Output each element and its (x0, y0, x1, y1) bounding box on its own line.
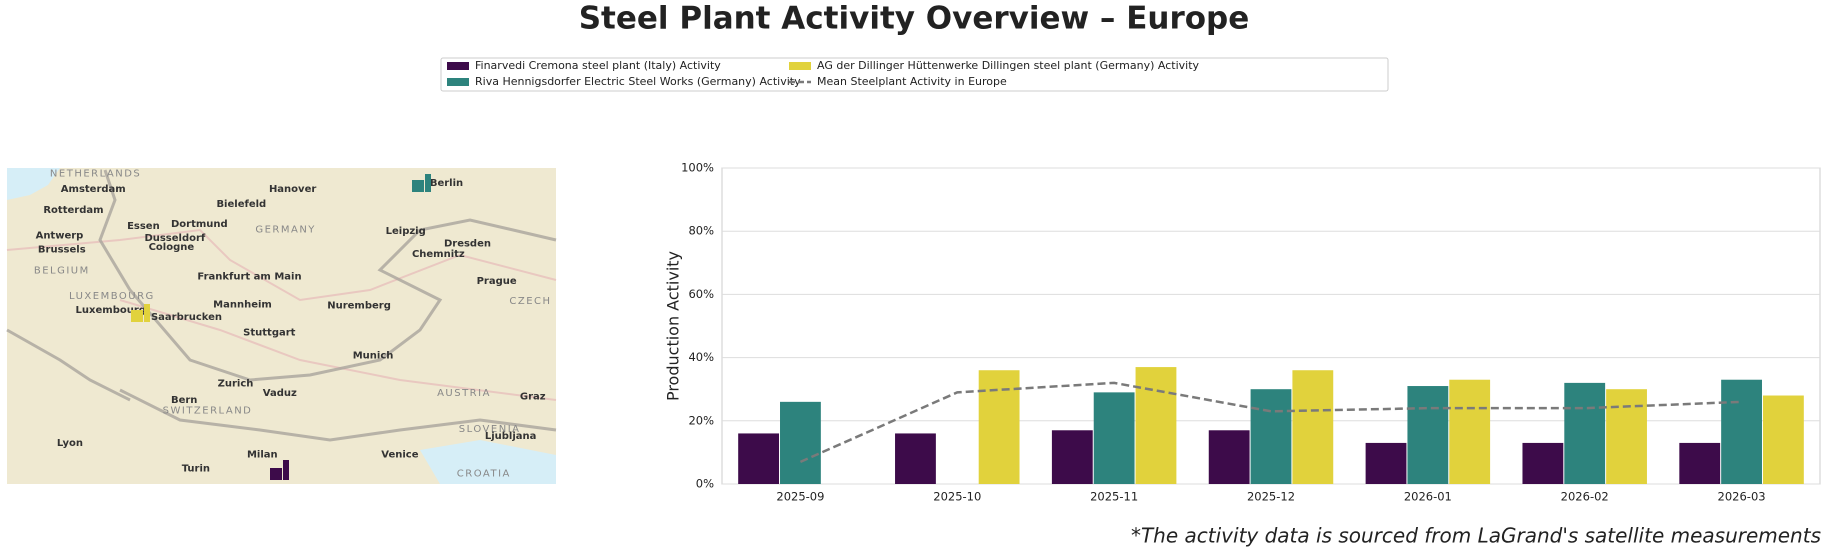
x-tick-label: 2025-09 (776, 490, 824, 504)
mean-line (799, 381, 1742, 464)
bar (1522, 442, 1564, 484)
map-label: Ljubljana (485, 431, 537, 442)
map-label: Essen (127, 221, 160, 232)
legend-label: AG der Dillinger Hüttenwerke Dillingen s… (817, 59, 1200, 72)
map-label: Cologne (149, 242, 195, 253)
x-tick-label: 2026-01 (1404, 490, 1452, 504)
x-tick-label: 2025-12 (1247, 490, 1295, 504)
map-label: AUSTRIA (437, 388, 491, 399)
map-label: SLOVENIA (459, 424, 521, 435)
map-label: Luxembourg (76, 305, 146, 316)
x-tick-label: 2026-02 (1561, 490, 1609, 504)
map-label: Prague (477, 276, 517, 287)
map-label: Hanover (269, 184, 316, 195)
bar (1292, 370, 1334, 484)
map-label: Brussels (38, 244, 86, 255)
map-label: Frankfurt am Main (197, 271, 301, 282)
bar (1449, 379, 1491, 484)
map-label: Graz (520, 391, 546, 402)
bar (1564, 382, 1606, 484)
plant-marker (412, 174, 431, 192)
map-label: BELGIUM (34, 265, 90, 276)
legend-label: Mean Steelplant Activity in Europe (817, 75, 1007, 88)
y-tick-label: 20% (688, 413, 714, 427)
map-label: LUXEMBOURG (69, 291, 155, 302)
plant-marker (131, 304, 150, 322)
map-label: Dresden (444, 239, 491, 250)
map-label: Stuttgart (243, 327, 296, 338)
bar (1606, 389, 1647, 484)
map-label: Amsterdam (61, 184, 126, 195)
bar (1721, 379, 1762, 484)
legend-box (440, 57, 1389, 92)
map-label: Munich (353, 351, 394, 362)
map-label: Bern (171, 395, 197, 406)
y-tick-label: 100% (681, 161, 714, 175)
map-label: Rotterdam (43, 205, 103, 216)
map-label: Antwerp (36, 230, 84, 241)
map-label: SWITZERLAND (163, 405, 253, 416)
y-axis-label: Production Activity (664, 251, 683, 401)
plant-marker (270, 460, 289, 480)
bar (978, 370, 1020, 484)
x-tick-label: 2026-03 (1718, 490, 1766, 504)
map-label: Turin (182, 464, 210, 475)
map-label: Dusseldorf (144, 233, 205, 244)
map-label: Zurich (218, 379, 254, 390)
map-road (6, 228, 557, 302)
legend-label: Finarvedi Cremona steel plant (Italy) Ac… (475, 59, 721, 72)
x-tick-label: 2025-10 (933, 490, 981, 504)
map-label: Chemnitz (412, 249, 465, 260)
legend-swatch (447, 62, 469, 70)
x-tick-label: 2025-11 (1090, 490, 1138, 504)
bar (1208, 430, 1250, 484)
y-tick-label: 80% (688, 224, 714, 238)
legend-label: Riva Hennigsdorfer Electric Steel Works … (475, 75, 801, 88)
bar (1762, 395, 1804, 484)
bar (1051, 430, 1093, 484)
y-tick-label: 60% (688, 287, 714, 301)
map-label: Lyon (57, 438, 83, 449)
map-road (119, 299, 557, 401)
y-tick-label: 0% (696, 477, 714, 491)
title: Steel Plant Activity Overview – Europe (579, 1, 1250, 37)
map-border (98, 169, 557, 382)
bar (738, 433, 780, 484)
bar (1135, 367, 1177, 484)
y-tick-label: 40% (688, 350, 714, 364)
map-label: Saarbrucken (151, 312, 222, 323)
map-label: GERMANY (255, 225, 316, 236)
map-label: Venice (381, 450, 418, 461)
map-label: CROATIA (457, 468, 511, 479)
map-border (6, 328, 131, 402)
map-label: Mannheim (213, 299, 272, 310)
legend-swatch (789, 62, 811, 70)
map-border (119, 388, 557, 442)
bar (895, 433, 936, 484)
map-label: NETHERLANDS (50, 169, 141, 180)
bar (1093, 392, 1135, 484)
map-label: Berlin (430, 178, 463, 189)
map-label: Bielefeld (216, 199, 266, 210)
bar (780, 401, 821, 484)
footnote: *The activity data is sourced from LaGra… (1131, 524, 1821, 548)
map: NETHERLANDS Amsterdam Hanover Berlin Rotterd… (6, 168, 557, 484)
map-water (7, 168, 60, 200)
map-label: Leipzig (386, 226, 426, 237)
bar (1679, 442, 1721, 484)
map-water (420, 440, 556, 484)
bar (1407, 386, 1449, 484)
bar (1250, 389, 1292, 484)
map-label: CZECH (509, 296, 551, 307)
map-label: Dortmund (171, 219, 228, 230)
map-label: Vaduz (263, 388, 297, 399)
legend-swatch (447, 78, 469, 86)
bar (1365, 442, 1407, 484)
map-label: Milan (247, 450, 278, 461)
map-label: Nuremberg (327, 300, 391, 311)
